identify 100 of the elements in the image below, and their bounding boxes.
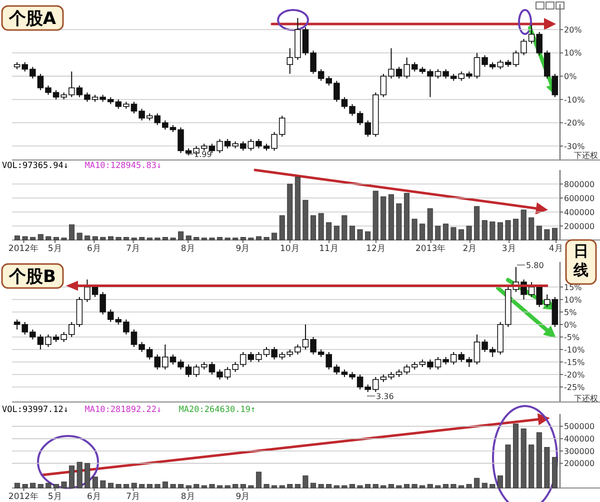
bar: [108, 236, 114, 240]
x-tick-label: 9月: [236, 492, 250, 502]
bar: [248, 238, 254, 240]
bar: [22, 484, 28, 488]
bar: [388, 484, 394, 488]
bar: [14, 482, 20, 488]
x-tick-label: 11月: [319, 244, 339, 254]
y-tick-label: 600000: [564, 194, 595, 203]
bar: [435, 226, 441, 240]
annotation: 5.80: [526, 261, 544, 270]
bar: [46, 236, 52, 240]
bar: [349, 484, 355, 488]
x-tick-label: 4月: [548, 244, 564, 254]
bar: [513, 424, 519, 488]
bar: [302, 200, 308, 240]
bar: [131, 482, 137, 488]
bar: [326, 484, 332, 488]
bar: [162, 482, 168, 488]
y-tick-label: 400000: [564, 208, 595, 217]
bar: [404, 192, 410, 240]
y-tick-label: -30%: [564, 142, 586, 151]
bar: [342, 485, 348, 488]
x-tick-label: 2012年: [8, 243, 40, 254]
bar: [100, 237, 106, 240]
bar: [217, 237, 223, 240]
bar: [272, 232, 278, 240]
y-tick-label: 400000: [564, 434, 595, 444]
bar: [69, 224, 75, 240]
bar: [279, 215, 285, 240]
bar: [310, 215, 316, 240]
bar: [318, 213, 324, 240]
bar: [209, 238, 215, 240]
bar: [474, 206, 480, 240]
bar: [482, 220, 488, 240]
bar: [294, 176, 300, 240]
bar: [124, 484, 130, 488]
x-tick-label: 6月: [86, 492, 102, 502]
bar: [232, 238, 238, 240]
bar: [92, 476, 98, 488]
bar: [505, 220, 511, 240]
bar: [442, 484, 448, 488]
bar: [256, 472, 262, 488]
bar: [232, 484, 238, 488]
bar: [342, 215, 348, 240]
x-tick-label: 8月: [180, 244, 196, 254]
bar: [412, 484, 418, 488]
bar: [53, 237, 59, 240]
bar: [435, 485, 441, 488]
bar: [76, 462, 82, 488]
bar: [186, 485, 192, 488]
bar: [349, 226, 355, 240]
text: 下还权: [574, 151, 598, 160]
bar: [240, 237, 246, 240]
x-tick-label: 10月: [280, 244, 300, 254]
bar: [146, 238, 152, 240]
bar: [38, 234, 44, 240]
bar: [420, 485, 426, 488]
bar: [217, 485, 223, 488]
bar: [146, 484, 152, 488]
bar: [536, 226, 542, 240]
bar: [372, 484, 378, 488]
bar: [427, 484, 433, 488]
bar: [380, 485, 386, 488]
bar: [474, 478, 480, 488]
bar: [497, 222, 503, 240]
y-tick-label: 300000: [564, 446, 595, 456]
x-tick-label: 7月: [126, 492, 141, 502]
bar: [552, 456, 558, 488]
y-tick-label: 5%: [564, 308, 578, 317]
annotation: MA10:128945.83↓: [84, 161, 162, 171]
bar: [76, 232, 82, 240]
bar: [458, 229, 464, 240]
bar: [131, 238, 137, 240]
bar: [365, 484, 371, 488]
bar: [170, 484, 176, 488]
bar: [287, 184, 293, 240]
bar: [318, 484, 324, 488]
chart-title: 个股B: [8, 267, 56, 287]
bar: [326, 222, 332, 240]
bar: [294, 484, 300, 488]
bar: [61, 238, 67, 240]
x-tick-label: 3月: [502, 244, 516, 254]
bar: [365, 231, 371, 240]
annotation: MA10:281892.22↓: [84, 405, 162, 415]
bar: [264, 484, 270, 488]
x-tick-label: 6月: [86, 244, 102, 254]
y-tick-label: -10%: [564, 95, 586, 104]
bar: [178, 484, 184, 488]
bar: [186, 236, 192, 240]
bar: [482, 482, 488, 488]
bar: [139, 237, 145, 240]
bar: [520, 210, 526, 240]
bar: [544, 229, 550, 240]
y-tick-label: 0%: [564, 72, 578, 81]
bar: [38, 484, 44, 488]
bar: [357, 485, 363, 488]
bar: [139, 484, 145, 488]
bar: [248, 485, 254, 488]
y-tick-label: -10%: [564, 345, 586, 354]
bar: [84, 236, 90, 240]
